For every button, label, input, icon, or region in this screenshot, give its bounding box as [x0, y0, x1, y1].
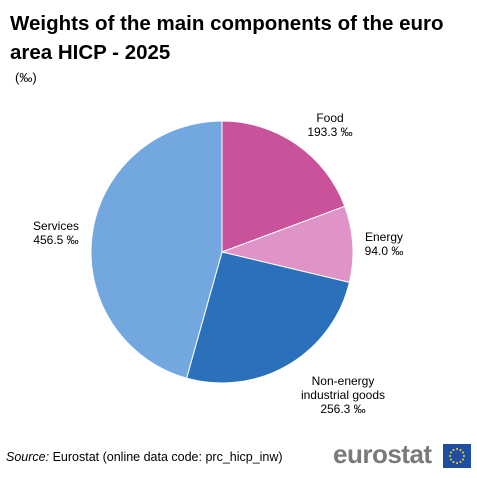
eu-flag-icon: [443, 444, 471, 468]
unit-label: (‰): [15, 70, 37, 85]
chart-title: Weights of the main components of the eu…: [10, 12, 444, 64]
pie-slice-services: [90, 120, 223, 379]
source-text: Eurostat (online data code: prc_hicp_inw…: [52, 450, 283, 464]
pie-slice-energy: [220, 205, 354, 284]
pie-slice-non-energy-industrial-goods: [185, 251, 351, 384]
pie-chart: Food 193.3 ‰ Energy 94.0 ‰ Non-energy industr…: [33, 111, 404, 416]
pie-slice-food: [221, 120, 346, 253]
source-label: Source:: [6, 450, 50, 464]
slice-label-non-energy-industrial-goods: Non-energy industrial goods 256.3 ‰: [301, 374, 385, 416]
slice-label-services: Services 456.5 ‰: [33, 219, 79, 247]
slice-label-energy: Energy 94.0 ‰: [365, 230, 404, 258]
logo-text: eurostat: [333, 439, 432, 469]
source-note: Source: Eurostat (online data code: prc_…: [6, 450, 283, 464]
slice-label-food: Food 193.3 ‰: [307, 111, 352, 139]
